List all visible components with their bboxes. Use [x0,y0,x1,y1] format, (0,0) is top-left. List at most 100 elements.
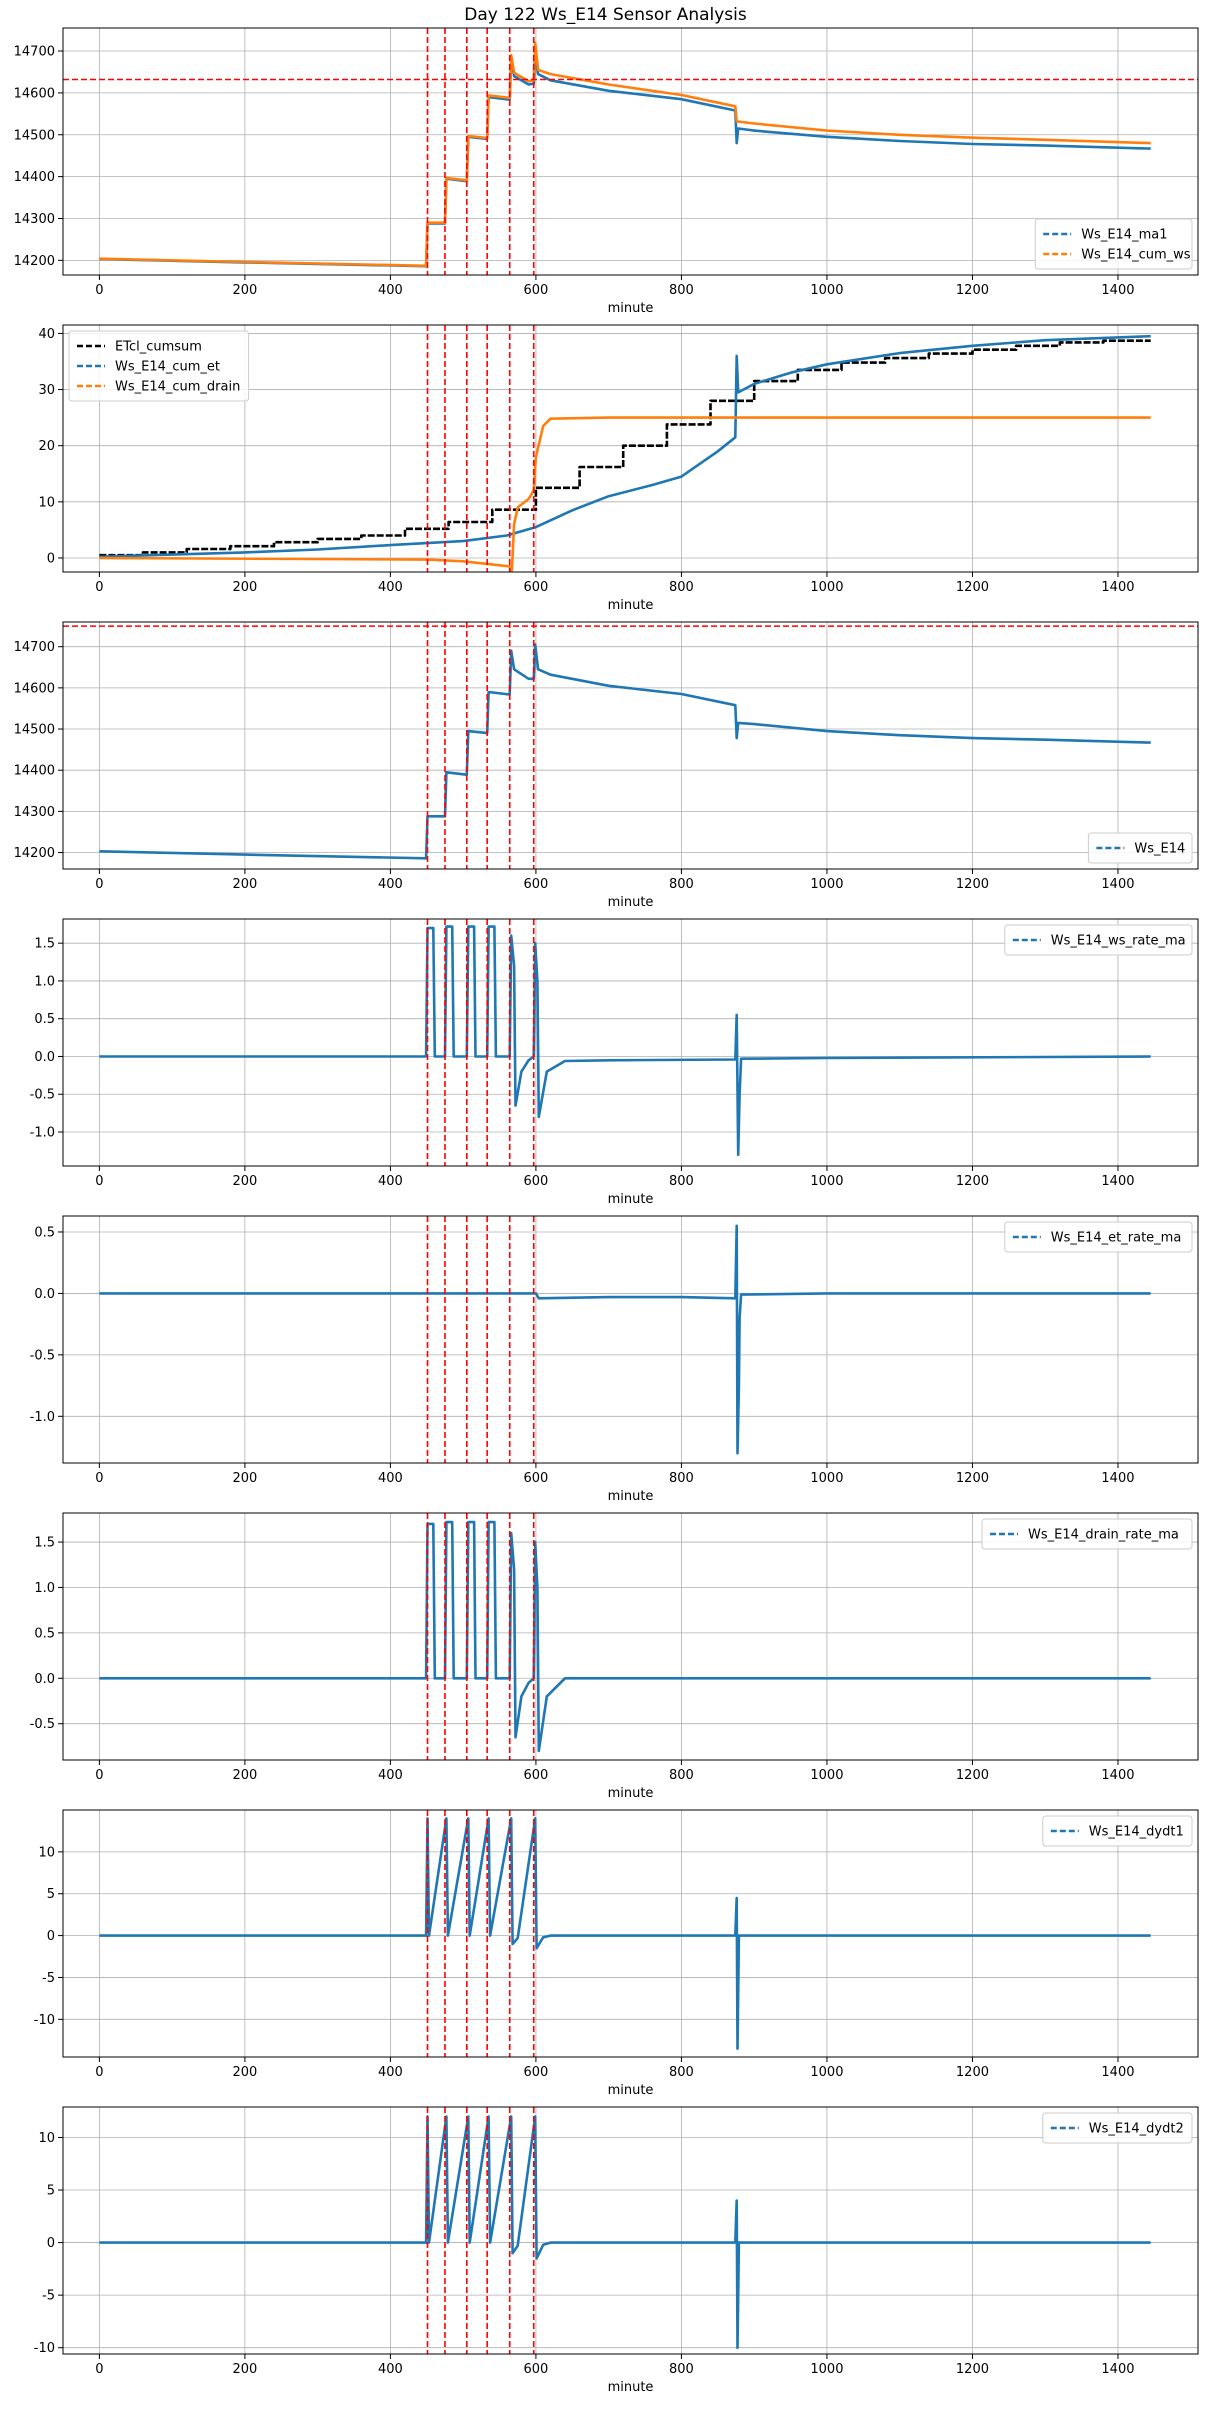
y-tick-label: 0 [47,1929,55,1944]
x-tick-label: 400 [378,1174,403,1189]
x-tick-label: 400 [378,2065,403,2080]
y-tick-label: 1.5 [34,1536,55,1551]
x-tick-label: 200 [232,1174,257,1189]
x-tick-label: 400 [378,1471,403,1486]
legend-box [1034,218,1193,270]
y-tick-label: 10 [38,495,55,510]
legend: Ws_E14 [1087,832,1193,864]
series-line-Ws_E14_dydt1 [99,1817,1151,2050]
x-tick-label: 200 [232,580,257,595]
legend-label: Ws_E14_dydt1 [1089,1825,1184,1840]
x-tick-label: 0 [95,580,103,595]
y-tick-label: -0.5 [30,1348,55,1363]
legend-label: Ws_E14_ma1 [1081,228,1167,243]
x-axis-label: minute [608,301,654,316]
y-tick-label: 5 [47,1887,55,1902]
series-line-Ws_E14_cum_et [99,334,1151,559]
x-tick-label: 1400 [1101,2362,1134,2377]
y-tick-label: 0 [47,551,55,566]
y-tick-label: -1.0 [30,1126,55,1141]
x-tick-label: 1000 [810,283,843,298]
x-tick-label: 0 [95,2065,103,2080]
x-axis-label: minute [608,598,654,613]
x-tick-label: 200 [232,283,257,298]
y-tick-label: 14300 [14,212,55,227]
plot-area [63,28,1198,275]
y-tick-label: -10 [34,2013,55,2028]
legend: Ws_E14_drain_rate_ma [981,1518,1193,1550]
y-tick-label: 14500 [14,723,55,738]
legend-box [981,1518,1193,1550]
legend-label: Ws_E14_et_rate_ma [1051,1231,1182,1246]
series-line-Ws_E14_et_rate_ma [99,1224,1151,1455]
x-tick-label: 600 [524,2065,549,2080]
x-tick-label: 200 [232,877,257,892]
y-tick-label: 5 [47,2184,55,2199]
x-axis-label: minute [608,1786,654,1801]
x-tick-label: 1400 [1101,1768,1134,1783]
legend-label: Ws_E14_cum_ws [1081,248,1191,263]
x-tick-label: 1400 [1101,2065,1134,2080]
x-tick-label: 600 [524,1471,549,1486]
x-tick-label: 1200 [956,1471,989,1486]
legend-box [68,330,250,402]
x-tick-label: 800 [669,580,694,595]
series-line-Ws_E14_drain_rate_ma [99,1520,1151,1753]
plot-area [99,919,1151,1166]
x-tick-label: 200 [232,2065,257,2080]
x-tick-label: 1000 [810,877,843,892]
y-tick-label: 14500 [14,128,55,143]
y-tick-label: 14200 [14,254,55,269]
x-tick-label: 600 [524,2362,549,2377]
legend: ETcl_cumsum Ws_E14_cum_et Ws_E14_cum_drain [68,330,250,402]
y-tick-label: 1.0 [34,1581,55,1596]
axes-frame [62,1512,1199,1761]
x-tick-label: 1000 [810,1471,843,1486]
series-line-Ws_E14_ws_rate_ma [99,925,1151,1156]
subplot-8: 0 200 400 600 800 1000 1200 1400 -10 -5 0 5 10 minute… [34,2106,1199,2395]
y-tick-label: 0 [47,2236,55,2251]
y-tick-label: 10 [38,1845,55,1860]
y-tick-label: -0.5 [30,1088,55,1103]
x-tick-label: 1200 [956,1768,989,1783]
x-tick-label: 600 [524,877,549,892]
x-tick-label: 1400 [1101,1471,1134,1486]
x-tick-label: 600 [524,1768,549,1783]
x-tick-label: 0 [95,1768,103,1783]
x-tick-label: 1000 [810,580,843,595]
x-tick-label: 400 [378,877,403,892]
x-tick-label: 200 [232,1471,257,1486]
y-tick-label: -5 [42,2289,55,2304]
legend-label: ETcl_cumsum [115,340,202,355]
x-tick-label: 200 [232,2362,257,2377]
x-axis-label: minute [608,895,654,910]
axes-frame [62,2106,1199,2355]
y-tick-label: 40 [38,327,55,342]
plot-area [99,1810,1151,2057]
y-tick-label: -1.0 [30,1410,55,1425]
x-tick-label: 1200 [956,580,989,595]
y-tick-label: 14600 [14,681,55,696]
y-tick-label: 1.5 [34,937,55,952]
subplot-1: 0 200 400 600 800 1000 1200 1400 14200 14300 14400… [14,27,1199,316]
x-tick-label: 800 [669,1471,694,1486]
x-tick-label: 1200 [956,877,989,892]
plot-area [63,622,1198,869]
x-tick-label: 800 [669,2362,694,2377]
x-tick-label: 400 [378,580,403,595]
legend-label: Ws_E14_ws_rate_ma [1051,934,1186,949]
y-tick-label: 14300 [14,805,55,820]
x-tick-label: 1000 [810,2362,843,2377]
x-tick-label: 0 [95,2362,103,2377]
legend: Ws_E14_ma1 Ws_E14_cum_ws [1034,218,1193,270]
y-tick-label: 0.5 [34,1012,55,1027]
x-tick-label: 1000 [810,1174,843,1189]
x-tick-label: 0 [95,877,103,892]
x-tick-label: 0 [95,283,103,298]
legend: Ws_E14_ws_rate_ma [1004,924,1193,956]
y-tick-label: 14400 [14,170,55,185]
y-tick-label: 0.0 [34,1050,55,1065]
x-tick-label: 1200 [956,283,989,298]
x-axis-label: minute [608,2083,654,2098]
